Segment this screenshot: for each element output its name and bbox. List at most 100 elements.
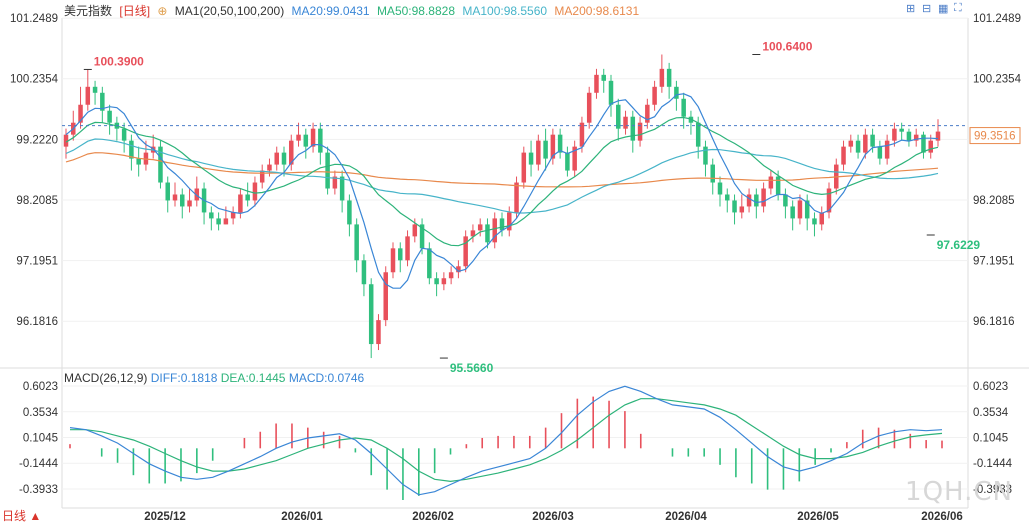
candle-body xyxy=(703,146,708,165)
ma50-value: MA50:98.8828 xyxy=(376,4,455,18)
annotation-label: 95.5660 xyxy=(450,361,494,375)
macd-label: MACD(26,12,9) xyxy=(64,371,148,385)
macd-y-tick-right: -0.3933 xyxy=(973,484,1012,496)
last-price-label: 99.3516 xyxy=(974,131,1016,143)
candle-body xyxy=(165,182,170,201)
candle-body xyxy=(230,212,236,219)
candle-body xyxy=(514,182,519,213)
y-tick-left: 96.1816 xyxy=(16,316,58,328)
candle-body xyxy=(557,134,563,153)
diff-line xyxy=(69,385,943,496)
candle-body xyxy=(928,140,933,153)
grid-icon[interactable]: ▦ xyxy=(938,3,949,15)
candle-body xyxy=(492,218,497,243)
candle-body xyxy=(477,224,483,231)
candle-body xyxy=(92,86,98,93)
candle-body xyxy=(216,218,221,225)
candle-body xyxy=(543,140,548,159)
candle-body xyxy=(252,182,258,201)
candle-body xyxy=(172,194,178,201)
x-tick-label: 2026/06 xyxy=(921,511,963,523)
candle-body xyxy=(732,200,737,213)
candle-body xyxy=(238,194,243,213)
candle-body xyxy=(274,152,279,165)
candle-body xyxy=(681,98,686,117)
candle-body xyxy=(565,152,570,171)
candle-body xyxy=(826,188,832,213)
y-tick-left: 100.2354 xyxy=(10,74,59,86)
candle-body xyxy=(768,176,774,189)
settings-icon[interactable]: ⊕ xyxy=(157,4,168,18)
macd-y-tick-left: 0.1045 xyxy=(23,433,58,445)
candle-body xyxy=(296,134,301,141)
candle-body xyxy=(507,212,512,231)
candle-body xyxy=(259,170,265,183)
x-tick-label: 2026/04 xyxy=(665,511,707,523)
candle-body xyxy=(376,320,381,345)
candle-body xyxy=(775,176,781,195)
candle-body xyxy=(892,128,897,141)
expand-icon[interactable]: ⊞ xyxy=(906,3,916,15)
period-label[interactable]: [日线] xyxy=(119,4,151,18)
candle-body xyxy=(405,236,410,261)
candle-body xyxy=(419,224,425,249)
candle-body xyxy=(804,200,810,219)
dea-value: DEA:0.1445 xyxy=(220,371,286,385)
candle-body xyxy=(594,74,599,93)
candle-body xyxy=(223,218,229,225)
candle-body xyxy=(499,218,505,231)
candle-body xyxy=(361,260,367,285)
fullscreen-icon[interactable]: ⛶ xyxy=(954,2,962,14)
candle-body xyxy=(121,128,127,141)
candle-body xyxy=(289,140,294,165)
candle-body xyxy=(674,86,679,99)
daily-tab[interactable]: 日线 ▲ xyxy=(2,509,42,523)
candle-body xyxy=(863,134,868,153)
shrink-icon[interactable]: ⊟ xyxy=(922,3,932,15)
candle-body xyxy=(586,92,592,123)
candle-body xyxy=(746,194,752,207)
candle-body xyxy=(725,194,730,201)
candle-body xyxy=(485,224,490,243)
candle-body xyxy=(85,86,91,105)
candle-body xyxy=(368,284,374,345)
candle-body xyxy=(783,194,788,207)
candle-body xyxy=(899,128,904,132)
ma50-line xyxy=(65,116,939,247)
candle-body xyxy=(209,212,214,219)
main-legend: 美元指数 [日线] ⊕ MA1(20,50,100,200) MA20:99.0… xyxy=(64,2,643,19)
candle-body xyxy=(877,146,883,159)
candle-body xyxy=(180,194,185,207)
candle-body xyxy=(136,158,141,165)
candle-body xyxy=(281,152,287,165)
ma20-line xyxy=(65,93,939,289)
dea-line xyxy=(70,398,943,483)
candle-body xyxy=(78,104,83,123)
candle-body xyxy=(695,122,701,147)
watermark: 1QH.CN xyxy=(905,477,1013,507)
x-tick-label: 2026/03 xyxy=(532,511,574,523)
candle-body xyxy=(158,146,163,183)
candle-body xyxy=(63,134,69,147)
x-tick-label: 2025/12 xyxy=(144,511,186,523)
y-tick-left: 99.2220 xyxy=(16,134,58,146)
candle-body xyxy=(630,116,636,141)
macd-legend: MACD(26,12,9) DIFF:0.1818 DEA:0.1445 MAC… xyxy=(64,371,364,385)
y-tick-left: 97.1951 xyxy=(16,256,58,268)
candle-body xyxy=(572,146,577,171)
candle-body xyxy=(608,80,614,105)
candle-body xyxy=(841,146,846,165)
candle-body xyxy=(187,200,192,207)
candle-body xyxy=(579,122,585,147)
candle-body xyxy=(456,266,461,273)
x-tick-label: 2026/02 xyxy=(412,511,454,523)
candle-body xyxy=(652,86,657,105)
candle-body xyxy=(819,212,824,225)
candle-body xyxy=(710,164,715,183)
y-tick-right: 101.2489 xyxy=(973,13,1021,25)
candle-body xyxy=(739,206,745,213)
candle-body xyxy=(427,248,432,279)
candle-body xyxy=(318,128,323,153)
candle-body xyxy=(812,218,817,225)
